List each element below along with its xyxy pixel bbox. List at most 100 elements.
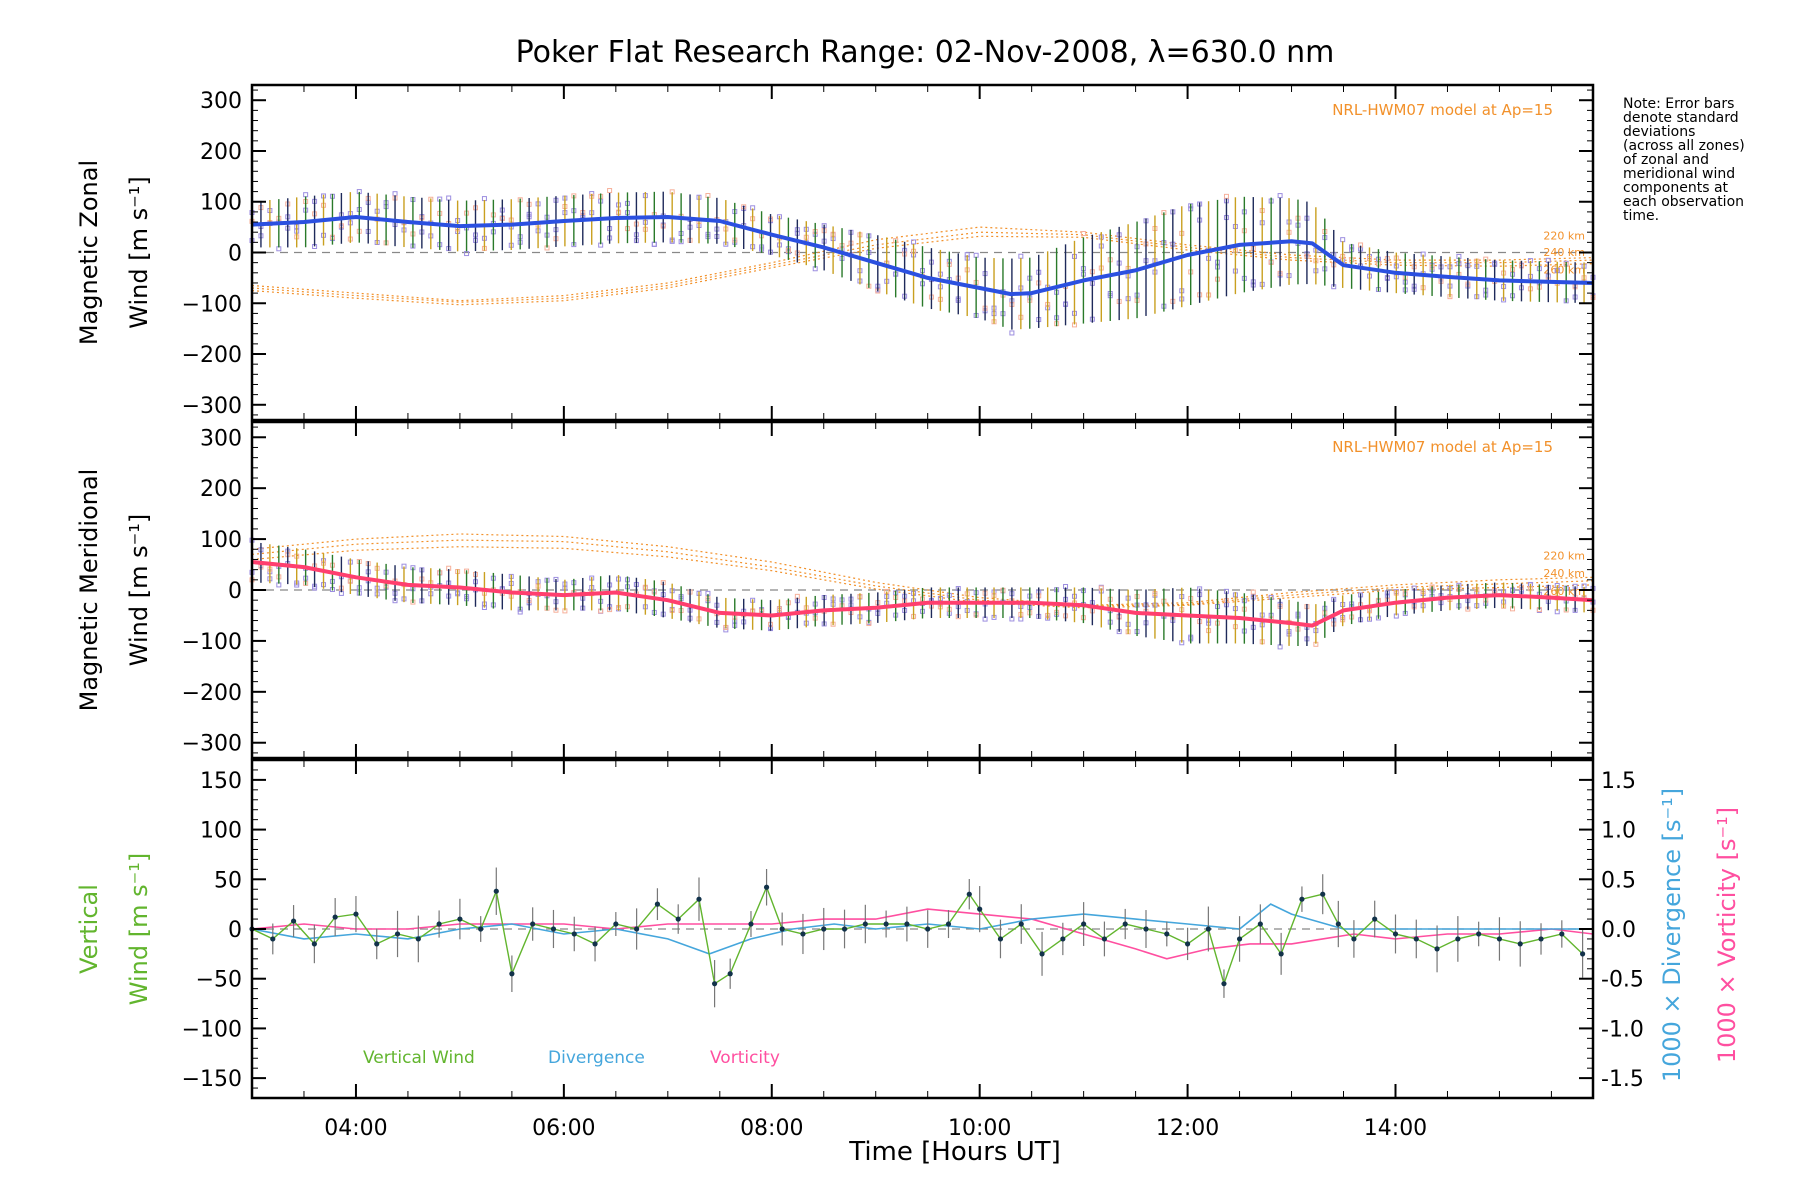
- vertical-wind-point: [634, 926, 640, 932]
- y-tick-label: 200: [200, 140, 242, 165]
- zone-mark: [517, 609, 523, 615]
- vertical-wind-point: [800, 931, 806, 937]
- vertical-wind-point: [1257, 921, 1263, 927]
- x-tick-label: 14:00: [1364, 1116, 1427, 1141]
- vertical-wind-point: [270, 936, 276, 942]
- model-label: NRL-HWM07 model at Ap=15: [1332, 101, 1553, 119]
- vorticity-line: [251, 908, 1594, 960]
- y2-tick-label: -1.5: [1601, 1067, 1644, 1092]
- vertical-wind-point: [1018, 921, 1024, 927]
- legend-divergence: Divergence: [548, 1048, 645, 1068]
- vertical-wind-point: [1559, 931, 1565, 937]
- chart-title: Poker Flat Research Range: 02-Nov-2008, …: [516, 35, 1335, 70]
- vertical-wind-point: [654, 901, 661, 907]
- vertical-wind-point: [862, 921, 868, 927]
- y-tick-label: −300: [182, 732, 242, 757]
- zone-mark: [1250, 589, 1256, 595]
- x-axis-label: Time [Hours UT]: [848, 1137, 1061, 1167]
- vertical-wind-point: [1496, 936, 1503, 942]
- legend-vorticity: Vorticity: [710, 1048, 780, 1068]
- y-axis-label-line1: Magnetic Meridional: [75, 469, 103, 712]
- vertical-wind-point: [1580, 951, 1586, 957]
- y2-tick-label: 0.0: [1601, 918, 1636, 943]
- zone-mark: [1223, 193, 1229, 199]
- vertical-wind-point: [1164, 931, 1170, 937]
- vertical-wind-panel: Vertical Wind Divergence Vorticity -1.5 -1.0…: [75, 758, 1741, 1141]
- vertical-wind-point: [1320, 891, 1326, 897]
- y-tick-label: 300: [200, 426, 242, 451]
- model-altitude-label: 240 km: [1543, 567, 1585, 580]
- note-line: denote standard: [1623, 110, 1739, 126]
- vertical-wind-point: [457, 916, 463, 922]
- model-curve: [251, 231, 1594, 303]
- vertical-wind-point: [415, 936, 421, 942]
- vertical-wind-point: [1081, 921, 1087, 927]
- vertical-wind-point: [374, 941, 380, 947]
- y-axis-label-line1: Vertical: [75, 884, 103, 974]
- y-tick-label: −100: [182, 1017, 242, 1042]
- vertical-wind-point: [493, 888, 499, 894]
- y2-axis-label-divergence: 1000 × Divergence [s⁻¹]: [1658, 788, 1686, 1082]
- y-tick-label: 0: [228, 242, 242, 267]
- model-curve: [251, 226, 1594, 302]
- model-curve: [251, 546, 1594, 609]
- vertical-wind-point: [1538, 936, 1544, 942]
- note-line: components at: [1623, 180, 1729, 196]
- vertical-wind-point: [727, 971, 733, 977]
- vertical-wind-point: [1205, 926, 1211, 932]
- vertical-wind-point: [394, 931, 401, 937]
- y2-tick-label: -0.5: [1601, 968, 1644, 993]
- vertical-wind-point: [530, 921, 536, 927]
- zone-mark: [392, 191, 398, 197]
- y-tick-label: 100: [200, 191, 242, 216]
- y-axis-label-line2: Wind [m s⁻¹]: [125, 176, 153, 328]
- vertical-wind-point: [571, 931, 577, 937]
- y-tick-label: 50: [214, 868, 242, 893]
- vertical-wind-point: [1372, 916, 1378, 922]
- zone-mark: [481, 196, 487, 202]
- vertical-wind-point: [353, 911, 359, 917]
- note-line: of zonal and: [1623, 152, 1709, 168]
- vertical-wind-point: [904, 921, 910, 927]
- y2-tick-label: 1.5: [1601, 769, 1636, 794]
- vertical-wind-point: [1335, 921, 1341, 927]
- zone-mark: [1009, 330, 1015, 336]
- vertical-wind-point: [945, 921, 952, 927]
- vertical-wind-point: [1184, 941, 1191, 947]
- zone-mark: [1018, 253, 1024, 259]
- vertical-wind-point: [478, 926, 484, 932]
- y-axis-label-line2: Wind [m s⁻¹]: [125, 853, 153, 1005]
- x-tick-label: 08:00: [740, 1116, 803, 1141]
- vertical-wind-point: [1351, 936, 1357, 942]
- y-axis-label-line2: Wind [m s⁻¹]: [125, 514, 153, 666]
- vertical-wind-point: [1039, 951, 1045, 957]
- vertical-wind-point: [997, 936, 1004, 942]
- vertical-wind-point: [711, 981, 718, 987]
- vertical-wind-point: [779, 926, 785, 932]
- vertical-wind-point: [696, 896, 702, 902]
- y-tick-label: −200: [182, 681, 242, 706]
- vertical-wind-line: [251, 885, 1584, 987]
- note-line: time.: [1623, 208, 1659, 224]
- vertical-wind-point: [1455, 936, 1461, 942]
- y2-tick-label: -1.0: [1601, 1017, 1644, 1042]
- model-altitude-label: 220 km: [1543, 549, 1585, 562]
- vertical-wind-point: [1221, 981, 1227, 987]
- vertical-wind-point: [841, 926, 848, 932]
- y-tick-label: −100: [182, 630, 242, 655]
- y-tick-label: 200: [200, 477, 242, 502]
- zone-mark: [1340, 237, 1346, 243]
- model-altitude-label: 240 km: [1543, 246, 1585, 259]
- x-tick-label: 04:00: [324, 1116, 387, 1141]
- vertical-wind-point: [966, 891, 972, 897]
- vertical-wind-point: [290, 918, 297, 924]
- vertical-wind-point: [1060, 936, 1066, 942]
- zone-mark: [464, 251, 470, 257]
- zone-mark: [911, 239, 917, 245]
- x-tick-label: 06:00: [532, 1116, 595, 1141]
- zone-mark: [607, 188, 613, 194]
- y-tick-label: −50: [196, 968, 242, 993]
- vertical-wind-point: [1434, 946, 1440, 952]
